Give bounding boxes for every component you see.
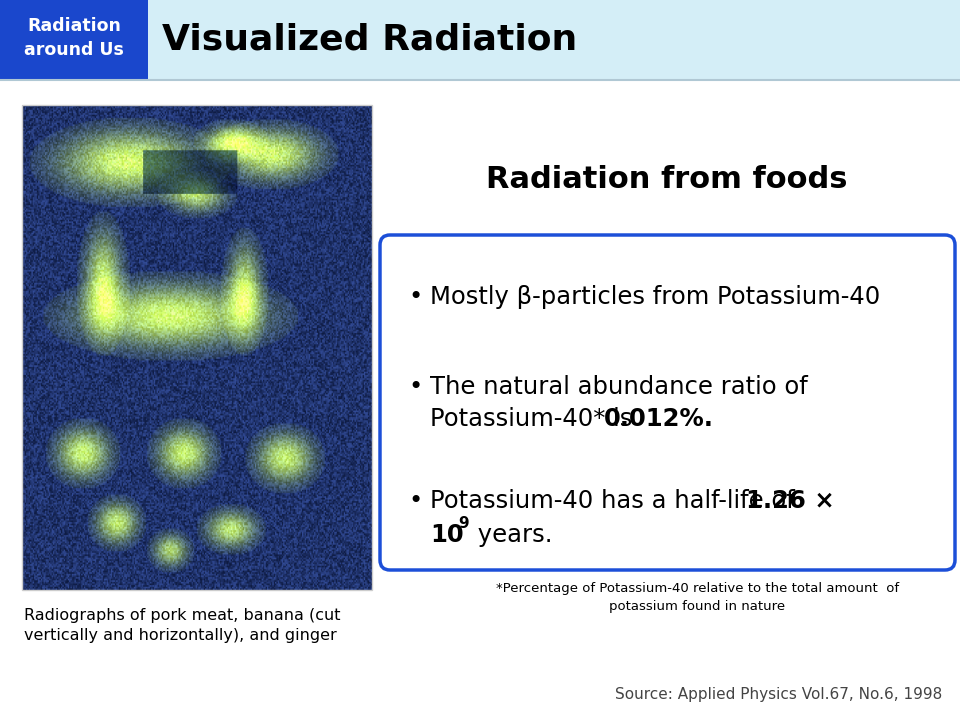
Text: Source: Applied Physics Vol.67, No.6, 1998: Source: Applied Physics Vol.67, No.6, 19… — [614, 687, 942, 702]
Text: potassium found in nature: potassium found in nature — [610, 600, 785, 613]
Text: *Percentage of Potassium-40 relative to the total amount  of: *Percentage of Potassium-40 relative to … — [496, 582, 900, 595]
Text: 10: 10 — [430, 523, 464, 547]
Text: Mostly β-particles from Potassium-40: Mostly β-particles from Potassium-40 — [430, 285, 880, 309]
Text: 1.26 ×: 1.26 × — [746, 489, 835, 513]
Text: 0.012%.: 0.012%. — [604, 407, 714, 431]
Text: Radiographs of pork meat, banana (cut: Radiographs of pork meat, banana (cut — [24, 608, 341, 623]
Text: Radiation from foods: Radiation from foods — [487, 166, 848, 194]
Text: The natural abundance ratio of: The natural abundance ratio of — [430, 375, 807, 399]
FancyBboxPatch shape — [0, 0, 148, 80]
Text: Potassium-40 has a half-life of: Potassium-40 has a half-life of — [430, 489, 803, 513]
Text: Potassium-40* is: Potassium-40* is — [430, 407, 640, 431]
Text: vertically and horizontally), and ginger: vertically and horizontally), and ginger — [24, 628, 337, 643]
Text: •: • — [408, 375, 422, 399]
Text: •: • — [408, 489, 422, 513]
Text: •: • — [408, 285, 422, 309]
Text: Visualized Radiation: Visualized Radiation — [162, 23, 577, 57]
Text: 9: 9 — [458, 516, 468, 531]
Text: years.: years. — [470, 523, 553, 547]
FancyBboxPatch shape — [0, 0, 960, 80]
Text: Radiation
around Us: Radiation around Us — [24, 17, 124, 59]
FancyBboxPatch shape — [380, 235, 955, 570]
